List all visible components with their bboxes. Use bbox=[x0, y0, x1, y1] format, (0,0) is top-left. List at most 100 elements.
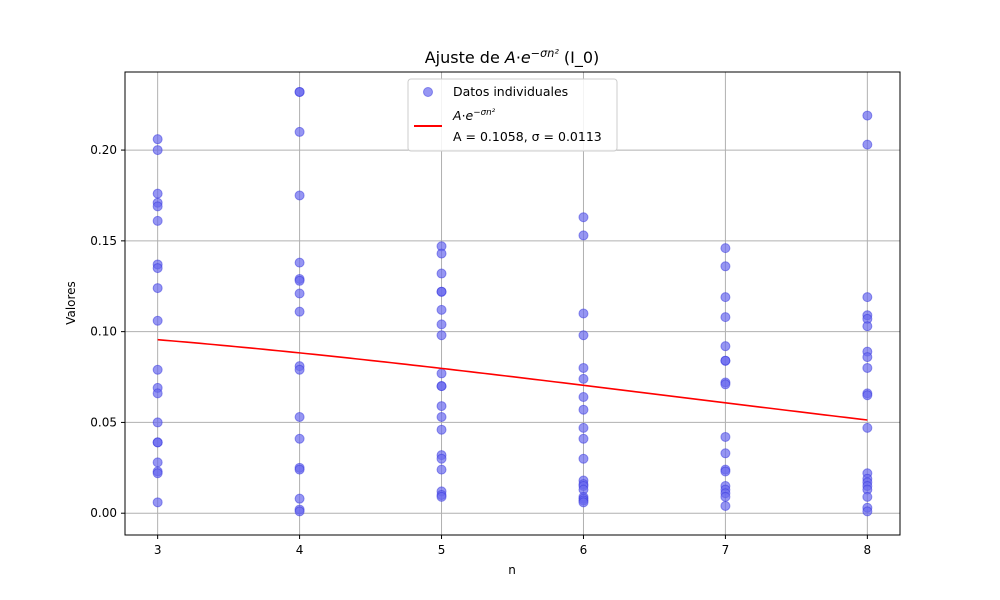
plot-area-frame bbox=[124, 71, 901, 536]
scatter-point bbox=[862, 110, 873, 121]
scatter-point bbox=[152, 388, 163, 399]
scatter-point bbox=[152, 263, 163, 274]
scatter-point bbox=[862, 352, 873, 363]
scatter-point bbox=[294, 275, 305, 286]
scatter-point bbox=[720, 379, 731, 390]
scatter-point bbox=[152, 134, 163, 145]
scatter-point bbox=[152, 188, 163, 199]
scatter-point bbox=[578, 433, 589, 444]
scatter-point bbox=[436, 286, 447, 297]
legend-scatter-label: Datos individuales bbox=[453, 84, 568, 99]
x-tick-label: 7 bbox=[722, 543, 730, 557]
scatter-point bbox=[152, 417, 163, 428]
scatter-point bbox=[578, 212, 589, 223]
scatter-point bbox=[578, 404, 589, 415]
legend-fit-label: A·e−σn² bbox=[452, 108, 496, 123]
scatter-point bbox=[436, 330, 447, 341]
scatter-point bbox=[578, 422, 589, 433]
scatter-point bbox=[578, 308, 589, 319]
scatter-point bbox=[294, 506, 305, 517]
scatter-point bbox=[862, 390, 873, 401]
scatter-point bbox=[152, 315, 163, 326]
scatter-point bbox=[578, 497, 589, 508]
legend-fit-params: A = 0.1058, σ = 0.0113 bbox=[453, 129, 602, 144]
scatter-point bbox=[578, 330, 589, 341]
scatter-point bbox=[152, 457, 163, 468]
scatter-point bbox=[152, 215, 163, 226]
chart-title: Ajuste de A·e−σn² (I_0) bbox=[425, 47, 600, 69]
scatter-point bbox=[720, 491, 731, 502]
scatter-point bbox=[294, 126, 305, 137]
scatter-point bbox=[152, 468, 163, 479]
scatter-point bbox=[436, 368, 447, 379]
y-tick-label: 0.05 bbox=[90, 415, 117, 429]
scatter-point bbox=[862, 491, 873, 502]
scatter-point bbox=[862, 362, 873, 373]
scatter-point bbox=[436, 491, 447, 502]
scatter-points bbox=[152, 86, 873, 517]
scatter-point bbox=[720, 431, 731, 442]
scatter-point bbox=[862, 139, 873, 150]
legend-scatter-marker bbox=[423, 87, 433, 97]
scatter-point bbox=[862, 506, 873, 517]
scatter-point bbox=[720, 466, 731, 477]
y-tick-label: 0.20 bbox=[90, 143, 117, 157]
x-axis-label: n bbox=[508, 563, 516, 577]
scatter-point bbox=[294, 288, 305, 299]
scatter-point bbox=[152, 145, 163, 156]
scatter-point bbox=[152, 283, 163, 294]
scatter-point bbox=[720, 312, 731, 323]
scatter-point bbox=[436, 464, 447, 475]
x-tick-label: 5 bbox=[438, 543, 446, 557]
legend-box bbox=[407, 78, 618, 152]
scatter-point bbox=[578, 373, 589, 384]
x-tick-label: 3 bbox=[154, 543, 162, 557]
scatter-point bbox=[152, 201, 163, 212]
scatter-point bbox=[436, 381, 447, 392]
scatter-point bbox=[720, 341, 731, 352]
scatter-point bbox=[294, 364, 305, 375]
scatter-point bbox=[578, 230, 589, 241]
scatter-point bbox=[436, 401, 447, 412]
scatter-point bbox=[436, 304, 447, 315]
x-tick-label: 6 bbox=[580, 543, 588, 557]
scatter-point bbox=[862, 422, 873, 433]
fit-curve bbox=[157, 338, 868, 421]
scatter-point bbox=[294, 257, 305, 268]
scatter-point bbox=[436, 319, 447, 330]
x-tick-label: 8 bbox=[864, 543, 872, 557]
scatter-point bbox=[294, 433, 305, 444]
scatter-point bbox=[720, 292, 731, 303]
fit-curve-layer bbox=[157, 338, 868, 421]
scatter-point bbox=[720, 243, 731, 254]
scatter-point bbox=[578, 453, 589, 464]
x-axis-ticks: 3 4 5 6 7 8 bbox=[154, 535, 871, 557]
scatter-point bbox=[294, 306, 305, 317]
y-tick-label: 0.15 bbox=[90, 234, 117, 248]
y-axis-label: Valores bbox=[64, 281, 78, 325]
scatter-point bbox=[294, 411, 305, 422]
scatter-point bbox=[294, 464, 305, 475]
scatter-point bbox=[436, 453, 447, 464]
scatter-point bbox=[720, 500, 731, 511]
y-tick-label: 0.00 bbox=[90, 506, 117, 520]
scatter-point bbox=[862, 321, 873, 332]
scatter-point bbox=[152, 364, 163, 375]
scatter-point bbox=[152, 437, 163, 448]
scatter-point bbox=[436, 411, 447, 422]
scatter-point bbox=[862, 292, 873, 303]
scatter-point bbox=[720, 448, 731, 459]
scatter-point bbox=[436, 268, 447, 279]
scatter-point bbox=[294, 493, 305, 504]
scatter-point bbox=[294, 86, 305, 97]
scatter-point bbox=[436, 248, 447, 259]
y-tick-label: 0.10 bbox=[90, 325, 117, 339]
scatter-point bbox=[720, 355, 731, 366]
y-axis-ticks: 0.00 0.05 0.10 0.15 0.20 bbox=[90, 143, 125, 520]
scatter-point bbox=[436, 424, 447, 435]
scatter-point bbox=[720, 261, 731, 272]
scatter-point bbox=[578, 392, 589, 403]
scatter-point bbox=[152, 497, 163, 508]
scatter-point bbox=[294, 190, 305, 201]
